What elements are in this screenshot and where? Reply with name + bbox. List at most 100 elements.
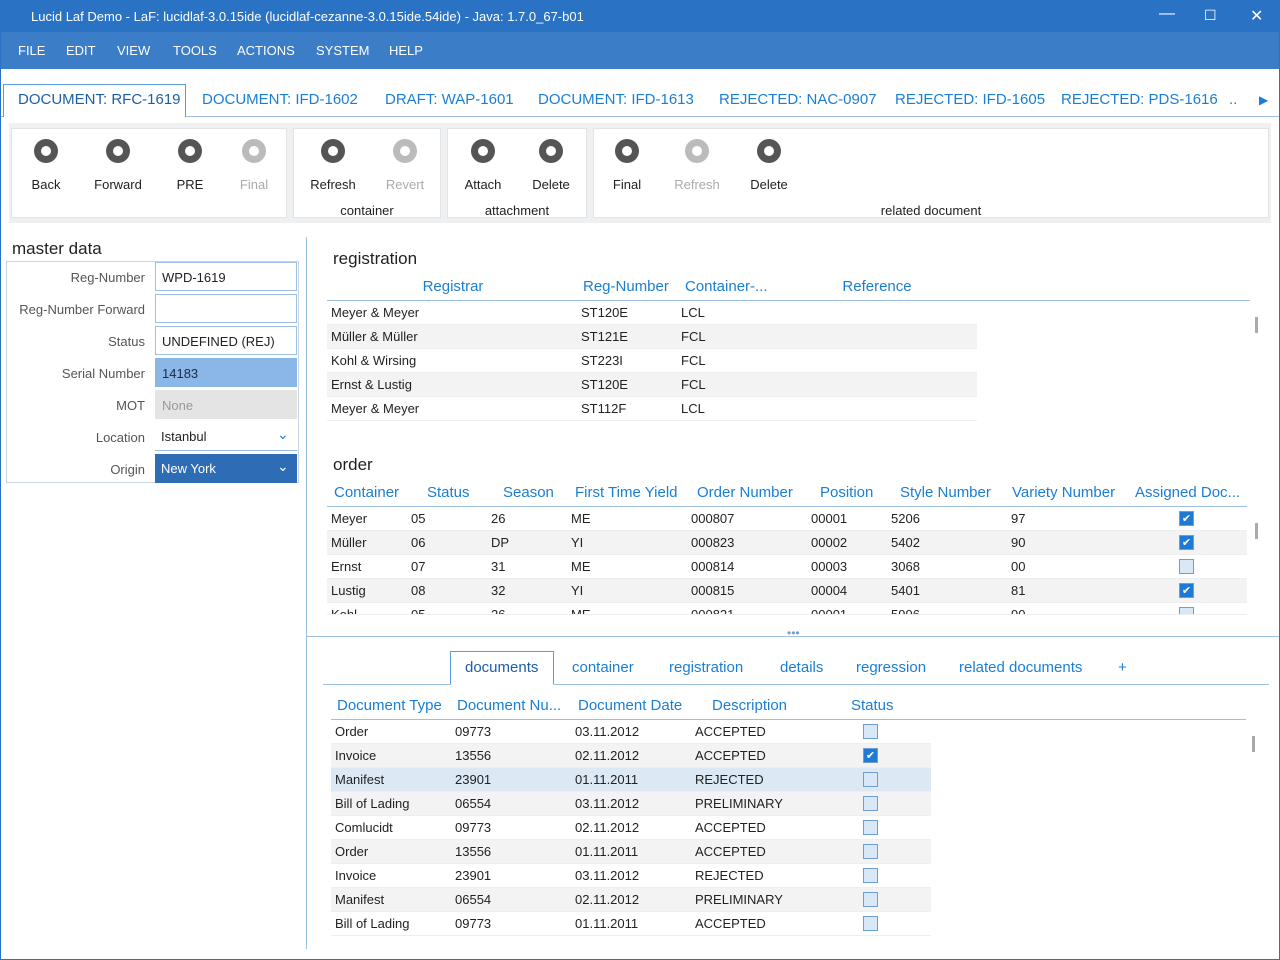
menu-item[interactable]: TOOLS xyxy=(173,43,217,58)
menu-item[interactable]: ACTIONS xyxy=(237,43,295,58)
document-tab[interactable]: DOCUMENT: IFD-1613 xyxy=(538,91,694,108)
toolbar-button[interactable]: Delete xyxy=(532,177,570,192)
table-row[interactable]: Invoice 23901 03.11.2012 REJECTED xyxy=(331,864,931,888)
column-header[interactable]: Document Nu... xyxy=(457,697,562,714)
column-header[interactable]: Reg-Number xyxy=(583,278,669,295)
table-row[interactable]: Order 13556 01.11.2011 ACCEPTED xyxy=(331,840,931,864)
checkbox[interactable] xyxy=(863,796,878,811)
checkbox[interactable] xyxy=(863,892,878,907)
table-cell: YI xyxy=(571,535,584,550)
column-header[interactable]: Description xyxy=(712,697,788,714)
checkbox[interactable] xyxy=(863,724,878,739)
toolbar-button[interactable]: Delete xyxy=(750,177,788,192)
table-row[interactable]: Invoice 13556 02.11.2012 ACCEPTED ✔ xyxy=(331,744,931,768)
document-tab[interactable]: DOCUMENT: RFC-1619 xyxy=(18,91,181,108)
table-row[interactable]: Meyer & Meyer ST112F LCL xyxy=(327,397,977,421)
column-header[interactable]: Style Number xyxy=(900,484,991,501)
table-row[interactable]: Ernst & Lustig ST120E FCL xyxy=(327,373,977,397)
document-tab[interactable]: REJECTED: IFD-1605 xyxy=(895,91,1046,108)
field-input[interactable]: WPD-1619 xyxy=(155,262,297,291)
document-tab[interactable]: .. xyxy=(1229,91,1238,108)
field-input[interactable] xyxy=(155,294,297,323)
table-row[interactable]: Müller & Müller ST121E FCL xyxy=(327,325,977,349)
checkbox[interactable]: ✔ xyxy=(1179,583,1194,598)
toolbar-button[interactable]: Attach xyxy=(464,177,502,192)
document-tab[interactable]: REJECTED: NAC-0907 xyxy=(719,91,877,108)
table-row[interactable]: Bill of Lading 06554 03.11.2012 PRELIMINARY xyxy=(331,792,931,816)
toolbar-button[interactable]: Forward xyxy=(94,177,142,192)
field-input[interactable]: New York ⌄ xyxy=(155,454,297,483)
icon-glyph xyxy=(692,146,702,156)
checkbox[interactable] xyxy=(863,772,878,787)
checkbox[interactable]: ✔ xyxy=(1179,535,1194,550)
table-row[interactable]: Manifest 06554 02.11.2012 PRELIMINARY xyxy=(331,888,931,912)
table-row[interactable]: Müller 06 DP YI 000823 00002 5402 90 ✔ xyxy=(327,531,1247,555)
checkbox[interactable] xyxy=(1179,607,1194,614)
detail-tab[interactable]: related documents xyxy=(959,659,1083,676)
column-header[interactable]: Order Number xyxy=(697,484,793,501)
toolbar-button[interactable]: PRE xyxy=(176,177,204,192)
document-tab[interactable]: DRAFT: WAP-1601 xyxy=(385,91,514,108)
table-row[interactable]: Kohl & Wirsing ST223I FCL xyxy=(327,349,977,373)
column-header[interactable]: First Time Yield xyxy=(575,484,678,501)
toolbar-button[interactable]: Final xyxy=(612,177,642,192)
table-cell: 23901 xyxy=(455,868,492,883)
checkbox[interactable] xyxy=(863,868,878,883)
checkbox[interactable]: ✔ xyxy=(1179,511,1194,526)
detail-tab[interactable]: documents xyxy=(465,659,539,676)
column-header[interactable]: Season xyxy=(503,484,554,501)
menu-item[interactable]: VIEW xyxy=(117,43,151,58)
table-row[interactable]: Meyer 05 26 ME 000807 00001 5206 97 ✔ xyxy=(327,507,1247,531)
table-row[interactable]: Order 09773 03.11.2012 ACCEPTED xyxy=(331,720,931,744)
menu-item[interactable]: HELP xyxy=(389,43,423,58)
checkbox[interactable] xyxy=(863,820,878,835)
column-header[interactable]: Assigned Doc... xyxy=(1135,484,1241,501)
column-header[interactable]: Status xyxy=(427,484,470,501)
column-header[interactable]: Reference xyxy=(842,278,912,295)
menu-item[interactable]: FILE xyxy=(18,43,46,58)
field-input[interactable]: UNDEFINED (REJ) xyxy=(155,326,297,355)
close-button[interactable]: ✕ xyxy=(1250,8,1264,25)
detail-tab[interactable]: details xyxy=(780,659,824,676)
table-row[interactable]: Lustig 08 32 YI 000815 00004 5401 81 ✔ xyxy=(327,579,1247,603)
document-tab[interactable]: REJECTED: PDS-1616 xyxy=(1061,91,1218,108)
menu-item[interactable]: EDIT xyxy=(66,43,96,58)
table-row[interactable]: Meyer & Meyer ST120E LCL xyxy=(327,301,977,325)
table-row[interactable]: Kohl 05 26 ME 000821 00001 5996 90 xyxy=(327,603,1247,615)
checkbox[interactable] xyxy=(1179,559,1194,574)
column-header[interactable]: Document Type xyxy=(337,697,442,714)
table-row[interactable]: Bill of Lading 09773 01.11.2011 ACCEPTED xyxy=(331,912,931,936)
tab-scroll[interactable]: ▶ xyxy=(1259,93,1269,107)
toolbar-button[interactable]: Back xyxy=(31,177,61,192)
detail-tab[interactable]: container xyxy=(572,659,634,676)
column-header[interactable]: Position xyxy=(820,484,874,501)
menu-item[interactable]: SYSTEM xyxy=(316,43,370,58)
table-row[interactable]: Ernst 07 31 ME 000814 00003 3068 00 xyxy=(327,555,1247,579)
table-cell: Meyer xyxy=(331,511,368,526)
column-header[interactable]: Container xyxy=(334,484,400,501)
table-cell: Order xyxy=(335,844,369,859)
checkbox[interactable] xyxy=(863,916,878,931)
toolbar-group-caption: related document xyxy=(880,203,982,218)
field-input[interactable]: 14183 xyxy=(155,358,297,387)
field-value: WPD-1619 xyxy=(162,270,226,285)
checkbox[interactable] xyxy=(863,844,878,859)
column-header[interactable]: Document Date xyxy=(578,697,683,714)
detail-tab[interactable]: + xyxy=(1118,659,1127,676)
field-box xyxy=(6,261,299,483)
toolbar-button[interactable]: Refresh xyxy=(310,177,356,192)
detail-tab[interactable]: registration xyxy=(669,659,744,676)
field-input[interactable]: Istanbul ⌄ xyxy=(155,422,297,451)
column-header[interactable]: Container-... xyxy=(685,278,768,295)
checkbox[interactable]: ✔ xyxy=(863,748,878,763)
minimize-button[interactable]: — xyxy=(1159,5,1175,22)
table-row[interactable]: Comlucidt 09773 02.11.2012 ACCEPTED xyxy=(331,816,931,840)
column-header[interactable]: Status xyxy=(851,697,894,714)
table-row[interactable]: Manifest 23901 01.11.2011 REJECTED xyxy=(331,768,931,792)
maximize-button[interactable]: ☐ xyxy=(1204,7,1217,23)
detail-tab[interactable]: regression xyxy=(856,659,927,676)
column-header[interactable]: Registrar xyxy=(422,278,484,295)
splitter-handle[interactable]: ••• xyxy=(787,626,800,640)
document-tab[interactable]: DOCUMENT: IFD-1602 xyxy=(202,91,358,108)
column-header[interactable]: Variety Number xyxy=(1012,484,1116,501)
